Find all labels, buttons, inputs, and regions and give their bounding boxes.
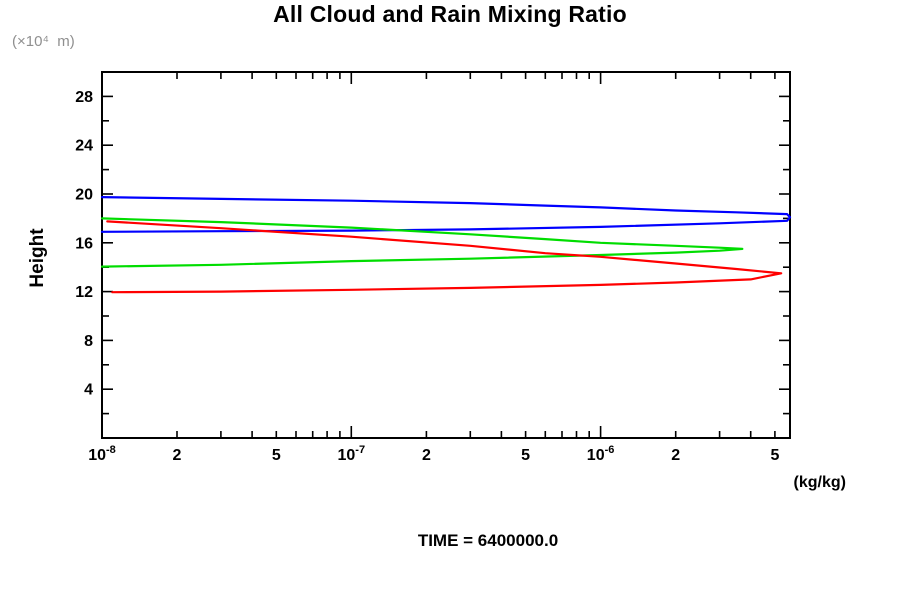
curve-blue	[100, 196, 792, 233]
svg-text:5: 5	[272, 447, 281, 464]
time-annotation: TIME = 6400000.0	[417, 531, 559, 550]
svg-text:8: 8	[84, 333, 93, 350]
svg-text:10-6: 10-6	[587, 444, 615, 464]
curve-red	[106, 220, 783, 294]
svg-text:5: 5	[521, 447, 530, 464]
svg-text:20: 20	[75, 187, 93, 204]
y-tick-labels: 4 8 12 16 20 24 28	[75, 89, 93, 399]
svg-text:2: 2	[173, 447, 182, 464]
x-axis-unit-label: (kg/kg)	[793, 474, 846, 491]
x-tick-labels: 10-8 10-7 10-6 2 5 2 5 2 5	[88, 444, 779, 464]
svg-text:2: 2	[671, 447, 680, 464]
svg-text:5: 5	[770, 447, 779, 464]
chart-title: All Cloud and Rain Mixing Ratio	[273, 1, 627, 27]
svg-text:12: 12	[75, 284, 93, 301]
svg-text:10-7: 10-7	[338, 444, 366, 464]
y-axis-ticks	[102, 95, 790, 415]
svg-text:16: 16	[75, 235, 93, 252]
plot-frame	[101, 71, 791, 439]
svg-text:4: 4	[84, 382, 93, 399]
y-axis-unit-label: (×10⁴ m)	[12, 33, 75, 50]
svg-text:10-8: 10-8	[88, 444, 116, 464]
svg-text:24: 24	[75, 138, 93, 155]
curve-green	[100, 217, 744, 268]
svg-text:2: 2	[422, 447, 431, 464]
svg-text:28: 28	[75, 89, 93, 106]
x-axis-ticks	[101, 72, 776, 438]
